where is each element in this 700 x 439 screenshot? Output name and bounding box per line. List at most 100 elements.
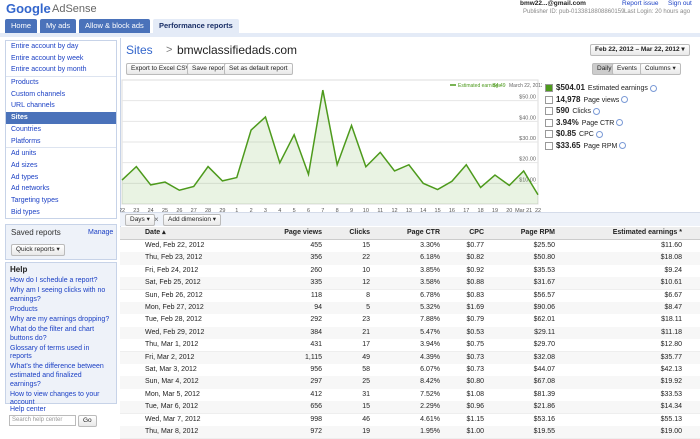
nav-item[interactable]: Ad units: [11, 150, 37, 158]
table-cell: $1.00: [466, 428, 484, 435]
column-header[interactable]: Page views: [284, 229, 322, 236]
table-cell: Mon, Mar 5, 2012: [145, 390, 200, 398]
export-button[interactable]: Export to Excel CSV: [126, 63, 195, 75]
help-icon[interactable]: [649, 84, 657, 92]
help-link[interactable]: Why am I seeing clicks with no earnings?: [10, 287, 106, 303]
quick-reports[interactable]: Quick reports ▾: [11, 244, 65, 256]
help-center[interactable]: Help center: [10, 406, 46, 413]
tab[interactable]: Home: [5, 19, 38, 33]
summary-item: $33.65 Page RPM: [545, 140, 695, 152]
summary-value: 590: [556, 106, 570, 115]
table-cell: $50.80: [533, 254, 555, 262]
table-cell: $0.82: [466, 254, 484, 262]
table-row: Mon, Feb 27, 2012 94 5 5.32% $1.69 $90.06 $8.4…: [120, 302, 700, 316]
column-header[interactable]: Estimated earnings *: [612, 229, 682, 236]
checkbox[interactable]: [545, 141, 553, 150]
table-row: Sun, Feb 26, 2012 118 8 6.78% $0.83 $56.57 $6.…: [120, 289, 700, 303]
column-header[interactable]: Page CTR: [406, 229, 440, 236]
checkbox[interactable]: [545, 84, 553, 93]
nav-item[interactable]: Entire account by week: [11, 54, 84, 62]
checkbox[interactable]: [545, 118, 553, 127]
column-header[interactable]: Page RPM: [520, 229, 555, 236]
nav-item[interactable]: Custom channels: [11, 90, 66, 98]
nav-item[interactable]: Ad sizes: [11, 161, 38, 169]
breadcrumb[interactable]: Sites: [126, 43, 153, 57]
table-cell: $56.57: [533, 291, 555, 299]
table-cell: $55.13: [660, 415, 682, 423]
help-link[interactable]: Why are my earnings dropping?: [10, 315, 110, 323]
nav-item[interactable]: Targeting types: [11, 196, 59, 204]
help-icon[interactable]: [595, 130, 603, 138]
table-cell: 356: [310, 254, 322, 262]
help-icon[interactable]: [621, 96, 629, 104]
daily-button[interactable]: Daily: [592, 63, 617, 75]
table-cell: Sat, Mar 3, 2012: [145, 366, 197, 373]
x-tick-label: 16: [449, 208, 455, 214]
summary-value: 14,978: [556, 94, 581, 104]
nav-item[interactable]: Ad types: [11, 173, 39, 181]
help-link[interactable]: Products: [10, 305, 38, 313]
nav-item[interactable]: Sites: [6, 112, 116, 124]
tab[interactable]: My ads: [40, 19, 77, 33]
column-header[interactable]: Date ▴: [145, 229, 166, 236]
table-cell: $9.24: [664, 266, 682, 274]
default-button[interactable]: Set as default report: [224, 63, 293, 75]
y-tick-label: $40.00: [519, 115, 536, 121]
remove-dimension[interactable]: ×: [154, 215, 159, 224]
table-cell: $19.00: [660, 428, 682, 435]
help-link[interactable]: What do the filter and chart buttons do?: [10, 325, 95, 342]
summary-label: Estimated earnings: [587, 85, 648, 92]
column-header[interactable]: CPC: [469, 229, 484, 236]
nav-item[interactable]: Platforms: [11, 137, 41, 145]
top-bar: Google AdSense bmw22...@gmail.com Report…: [0, 0, 700, 18]
table-cell: $53.16: [533, 415, 555, 423]
date-range[interactable]: Feb 22, 2012 – Mar 22, 2012 ▾: [590, 44, 690, 56]
x-tick-label: Mar 21: [515, 208, 532, 214]
publisher-id: Publisher ID: pub-0133818808860159: [523, 9, 625, 15]
nav-item[interactable]: Entire account by day: [11, 43, 79, 50]
add-dimension[interactable]: Add dimension ▾: [163, 214, 222, 226]
events-button[interactable]: Events: [612, 63, 642, 75]
legend-date: March 22, 2012: [509, 83, 542, 89]
help-icon[interactable]: [619, 142, 627, 150]
help-link[interactable]: How do I schedule a report?: [10, 277, 98, 284]
sign-out[interactable]: Sign out: [668, 0, 692, 7]
x-tick-label: 25: [162, 208, 168, 214]
help-icon[interactable]: [616, 119, 624, 127]
days-button[interactable]: Days ▾: [125, 214, 155, 226]
help-link[interactable]: Glossary of terms used in reports: [10, 344, 90, 361]
nav-item[interactable]: Ad networks: [11, 185, 50, 193]
tab[interactable]: Allow & block ads: [79, 19, 150, 33]
table-cell: $1.15: [466, 415, 484, 423]
tab-strip: [0, 33, 700, 37]
table-cell: Thu, Feb 23, 2012: [145, 254, 203, 262]
table-cell: $19.55: [533, 428, 555, 435]
nav-item[interactable]: Bid types: [11, 208, 40, 216]
table-cell: Thu, Mar 1, 2012: [145, 341, 199, 349]
tab[interactable]: Performance reports: [153, 19, 239, 33]
columns-button[interactable]: Columns ▾: [640, 63, 681, 75]
help-link[interactable]: How to view changes to your account: [10, 390, 100, 407]
save-button[interactable]: Save report: [187, 63, 231, 75]
go-button[interactable]: Go: [78, 415, 97, 427]
checkbox[interactable]: [545, 107, 553, 116]
nav-item[interactable]: Entire account by month: [11, 66, 87, 74]
help-link[interactable]: What's the difference between estimated …: [10, 363, 104, 388]
table-cell: Mon, Feb 27, 2012: [145, 304, 204, 311]
nav-item[interactable]: Products: [11, 79, 39, 87]
help-icon[interactable]: [593, 107, 601, 115]
manage-link[interactable]: Manage: [88, 229, 114, 236]
search-box[interactable]: Search help center: [9, 415, 76, 426]
table-cell: $0.73: [466, 366, 484, 373]
nav-item[interactable]: URL channels: [11, 102, 55, 110]
checkbox[interactable]: [545, 95, 553, 104]
column-header[interactable]: Clicks: [349, 229, 370, 236]
nav-item[interactable]: Countries: [11, 125, 41, 133]
checkbox[interactable]: [545, 130, 553, 139]
table-cell: Tue, Mar 6, 2012: [145, 403, 199, 411]
help-title: Help: [10, 265, 28, 274]
table-cell: 15: [362, 403, 370, 411]
report-issue[interactable]: Report issue: [622, 0, 659, 7]
table-cell: $25.50: [533, 242, 555, 249]
summary-label: CPC: [579, 131, 594, 138]
